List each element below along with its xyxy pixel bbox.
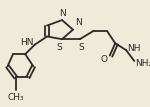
Text: N: N	[75, 18, 82, 27]
Text: NH: NH	[127, 44, 140, 53]
Text: HN: HN	[21, 38, 34, 47]
Text: NH₂: NH₂	[135, 59, 150, 68]
Text: S: S	[56, 43, 62, 52]
Text: N: N	[59, 9, 66, 18]
Text: CH₃: CH₃	[7, 93, 24, 102]
Text: S: S	[78, 43, 84, 52]
Text: O: O	[101, 55, 108, 64]
